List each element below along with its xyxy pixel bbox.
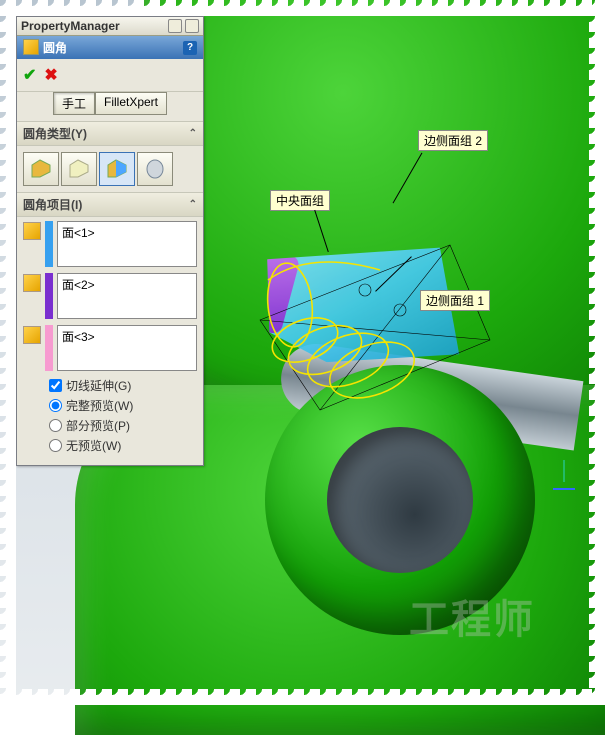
options-group: 切线延伸(G) 完整预览(W) 部分预览(P) 无预览(W) (23, 377, 197, 454)
feature-header: 圆角 ? (17, 36, 203, 59)
type-face-button[interactable] (99, 152, 135, 186)
selection-box[interactable]: 面<2> (57, 273, 197, 319)
face-set-row: 面<3> (23, 325, 197, 371)
property-manager-panel: PropertyManager 圆角 ? ✔ ✖ 手工 FilletXpert … (16, 16, 204, 466)
color-bar (45, 325, 53, 371)
panel-titlebar: PropertyManager (17, 17, 203, 36)
selection-label: 面<1> (62, 226, 95, 240)
ok-button[interactable]: ✔ (23, 65, 36, 85)
preview-none-row[interactable]: 无预览(W) (49, 437, 197, 454)
face-set-row: 面<1> (23, 221, 197, 267)
color-bar (45, 273, 53, 319)
view-triad[interactable] (551, 460, 577, 500)
selection-label: 面<2> (62, 278, 95, 292)
type-full-round-button[interactable] (137, 152, 173, 186)
chevron-up-icon: ⌃ (189, 128, 197, 139)
fillet-type-row (17, 146, 203, 192)
callout-side1: 边侧面组 1 (420, 290, 490, 311)
type-constant-button[interactable] (23, 152, 59, 186)
callout-label: 中央面组 (276, 194, 324, 208)
titlebar-buttons (168, 19, 199, 33)
chevron-up-icon: ⌃ (189, 199, 197, 210)
mode-manual-button[interactable]: 手工 (53, 92, 95, 115)
preview-full-row[interactable]: 完整预览(W) (49, 397, 197, 414)
type-variable-button[interactable] (61, 152, 97, 186)
panel-title: PropertyManager (21, 19, 120, 33)
items-container: 面<1> 面<2> 面<3> 切线延伸(G) 完整预览(W) 部分预览(P) 无… (17, 217, 203, 465)
items-section-header[interactable]: 圆角项目(I) ⌃ (17, 192, 203, 217)
callout-label: 边侧面组 2 (424, 134, 482, 148)
fillet-icon (23, 39, 39, 55)
mode-xpert-button[interactable]: FilletXpert (95, 92, 167, 115)
callout-label: 边侧面组 1 (426, 294, 484, 308)
color-bar (45, 221, 53, 267)
help-button[interactable]: ? (183, 41, 197, 55)
expand-icon[interactable] (185, 19, 199, 33)
option-label: 部分预览(P) (66, 417, 130, 434)
watermark: 工程师 (409, 587, 535, 645)
cancel-button[interactable]: ✖ (44, 65, 57, 85)
pin-icon[interactable] (168, 19, 182, 33)
option-label: 无预览(W) (66, 437, 121, 454)
option-label: 完整预览(W) (66, 397, 133, 414)
face-set-row: 面<2> (23, 273, 197, 319)
selection-box[interactable]: 面<3> (57, 325, 197, 371)
option-label: 切线延伸(G) (66, 377, 131, 394)
face-icon (23, 274, 41, 292)
face-icon (23, 326, 41, 344)
selection-label: 面<3> (62, 330, 95, 344)
tangent-checkbox-row[interactable]: 切线延伸(G) (49, 377, 197, 394)
preview-partial-radio[interactable] (49, 419, 62, 432)
face-icon (23, 222, 41, 240)
callout-side2: 边侧面组 2 (418, 130, 488, 151)
preview-full-radio[interactable] (49, 399, 62, 412)
tangent-checkbox[interactable] (49, 379, 62, 392)
callout-center: 中央面组 (270, 190, 330, 211)
preview-partial-row[interactable]: 部分预览(P) (49, 417, 197, 434)
section-title: 圆角类型(Y) (23, 125, 87, 142)
section-title: 圆角项目(I) (23, 196, 82, 213)
feature-title: 圆角 (43, 41, 67, 55)
preview-none-radio[interactable] (49, 439, 62, 452)
type-section-header[interactable]: 圆角类型(Y) ⌃ (17, 121, 203, 146)
selection-box[interactable]: 面<1> (57, 221, 197, 267)
